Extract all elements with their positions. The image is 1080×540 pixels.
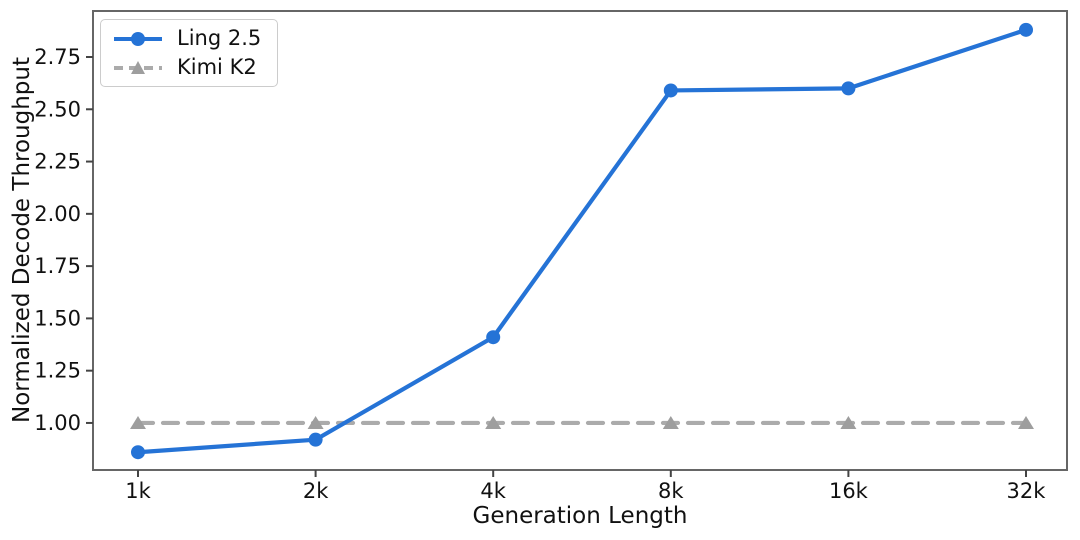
data-point [486,330,501,345]
legend-item-ling: Ling 2.5 [112,26,262,50]
data-point [1018,415,1034,429]
x-tick-label: 4k [480,479,506,503]
data-point [130,415,146,429]
y-tick-label: 2.50 [34,97,81,121]
y-tick-label: 1.50 [34,306,81,330]
data-point [840,415,857,429]
x-tick-label: 16k [829,479,869,503]
legend-item-kimi: Kimi K2 [112,55,261,80]
x-axis-label: Generation Length [472,503,688,529]
data-point [1019,22,1033,37]
data-point [131,445,145,460]
y-tick-label: 1.00 [34,411,81,435]
x-tick-label: 32k [1007,479,1047,503]
legend-label-ling: Ling 2.5 [177,26,262,50]
x-tick-label: 8k [658,479,684,503]
legend-label-kimi: Kimi K2 [177,55,257,80]
data-point [841,81,856,96]
data-point [662,415,679,429]
x-tick-label: 2k [303,479,329,503]
data-point [485,415,502,429]
y-tick-label: 1.75 [34,254,81,278]
data-point [308,432,323,447]
line-circle-marker-icon [114,31,162,46]
legend: Ling 2.5 Kimi K2 [100,19,279,88]
x-tick-label: 1k [125,479,151,503]
series-line-ling-2-5 [135,27,1029,455]
y-axis-label: Normalized Decode Throughput [9,57,35,423]
data-point [307,415,324,429]
y-tick-label: 1.25 [34,359,81,383]
plot-border [92,10,1068,471]
data-point [663,83,678,98]
y-tick-label: 2.00 [34,202,81,226]
dashed-triangle-marker-icon [114,60,162,74]
y-tick-label: 2.75 [34,45,81,69]
y-tick-label: 2.25 [34,150,81,174]
